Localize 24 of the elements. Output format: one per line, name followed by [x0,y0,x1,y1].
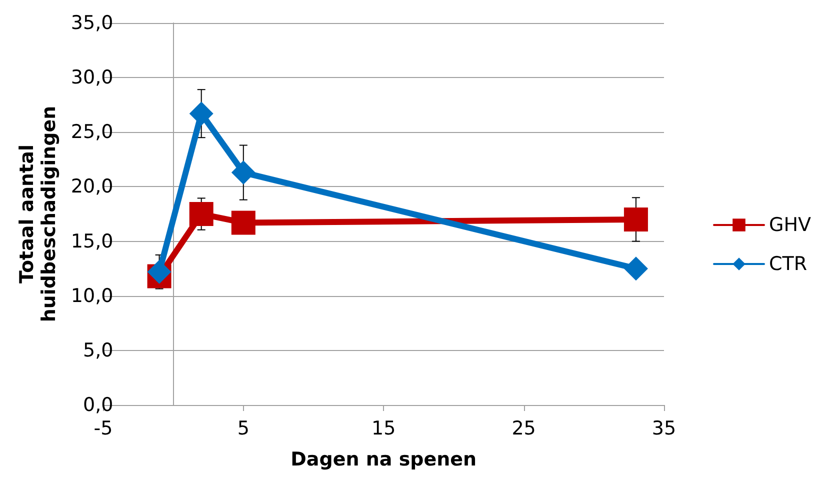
point [231,210,256,235]
point [624,256,648,281]
y-tick-label: 5,0 [82,339,114,362]
point [231,160,256,185]
y-tick-label: 10,0 [70,284,114,307]
point [147,260,172,284]
legend-label: CTR [769,253,808,275]
point [189,202,214,226]
y-tick-label: 25,0 [70,121,114,144]
legend-label: GHV [769,214,812,236]
y-tick-label: 20,0 [70,176,114,198]
point [624,207,648,232]
point [189,102,214,126]
x-axis-title: Dagen na spenen [290,448,477,470]
y-tick-label: 35,0 [70,12,114,34]
y-axis-title: Totaal aantal huidbeschadigingen [16,106,60,322]
x-tick-label: 5 [237,418,250,440]
y-tick-label: 30,0 [70,66,114,89]
y-tick-label: 15,0 [70,230,114,252]
x-tick-label: 35 [652,418,676,440]
x-tick-label: -5 [94,418,113,440]
x-tick-label: 15 [372,418,396,440]
y-tick-label: 0,0 [82,394,114,416]
x-tick-label: 25 [512,418,536,440]
